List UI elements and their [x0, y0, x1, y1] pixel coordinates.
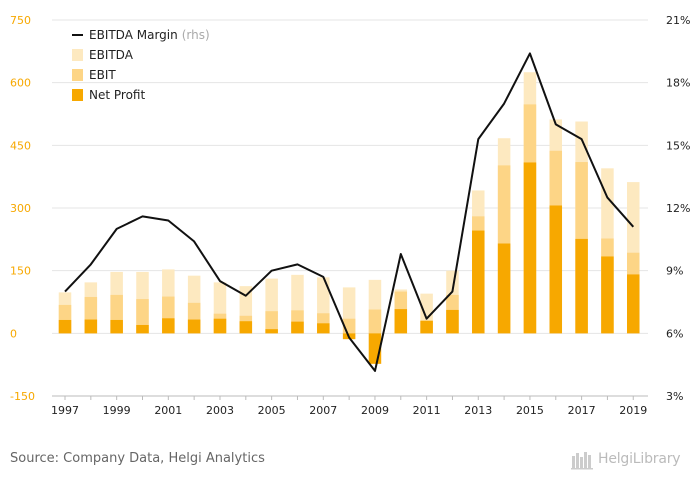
left-axis-tick-label: 150	[10, 265, 31, 278]
brand-logo: HelgiLibrary	[570, 446, 692, 472]
net-profit-bar	[187, 319, 201, 334]
net-profit-bar	[575, 238, 588, 334]
net-profit-bar	[627, 274, 640, 334]
legend-label: EBITDA	[89, 48, 134, 62]
x-axis-tick-label: 2017	[568, 404, 596, 417]
net-profit-bar	[110, 319, 123, 334]
net-profit-bar	[162, 318, 175, 334]
ebit-bar	[136, 299, 149, 334]
left-axis-tick-label: 0	[10, 327, 17, 340]
legend-swatch-ebitda	[72, 49, 83, 61]
x-axis-tick-label: 2015	[516, 404, 544, 417]
net-profit-bar	[317, 323, 330, 334]
brand-name: HelgiLibrary	[598, 451, 681, 467]
x-axis-tick-label: 1997	[51, 404, 79, 417]
ebitda-margin-line-layer	[64, 52, 635, 372]
left-axis-tick-label: 750	[10, 14, 31, 27]
net-profit-bar	[497, 243, 511, 334]
legend-label: EBIT	[89, 68, 116, 82]
x-axis-tick-label: 1999	[103, 404, 131, 417]
right-axis-tick-label: 12%	[666, 202, 690, 215]
axes: -150 0 150 300 450 600 750 3% 6% 9% 12% 15% 18% 21% 19…	[10, 14, 690, 417]
right-axis-tick-label: 15%	[666, 139, 690, 152]
net-profit-bar	[472, 230, 485, 334]
legend-swatch-net-profit	[72, 89, 83, 101]
legend: EBITDA Margin (rhs) EBITDA EBIT Net Profit	[72, 28, 210, 102]
left-axis-tick-label: 600	[10, 77, 31, 90]
net-profit-bar	[549, 205, 563, 334]
legend-swatch-ebit	[72, 69, 83, 81]
legend-label-suffix: (rhs)	[182, 28, 210, 42]
net-profit-bar	[523, 162, 537, 334]
net-profit-bar	[265, 329, 278, 334]
ebit-bar	[368, 309, 382, 334]
x-axis-tick-label: 2013	[464, 404, 492, 417]
net-profit-bar	[136, 324, 149, 334]
ebitda-margin-line	[64, 52, 635, 372]
legend-label: Net Profit	[89, 88, 145, 102]
gridlines	[52, 19, 648, 397]
library-icon	[571, 452, 593, 470]
net-profit-bar	[420, 320, 433, 334]
left-axis-tick-label: 300	[10, 202, 31, 215]
left-axis-tick-label: 450	[10, 139, 31, 152]
net-profit-bar	[394, 309, 408, 334]
left-axis-tick-label: -150	[10, 390, 35, 403]
x-axis-tick-label: 2005	[258, 404, 286, 417]
ebit-bar	[265, 311, 278, 334]
net-profit-bar	[446, 309, 459, 334]
legend-label: EBITDA Margin (rhs)	[89, 28, 210, 42]
x-axis-tick-label: 2007	[309, 404, 337, 417]
x-axis-tick-label: 2003	[206, 404, 234, 417]
x-axis-tick-label: 2019	[619, 404, 647, 417]
net-profit-bar	[58, 319, 72, 334]
right-axis-tick-label: 3%	[666, 390, 683, 403]
x-axis-tick-label: 2009	[361, 404, 389, 417]
x-axis-tick-label: 2011	[413, 404, 441, 417]
net-profit-bar	[291, 321, 304, 334]
net-profit-bar	[601, 256, 614, 334]
right-axis-tick-label: 6%	[666, 327, 683, 340]
net-profit-bar	[239, 321, 253, 334]
right-axis-tick-label: 21%	[666, 14, 690, 27]
right-axis-tick-label: 9%	[666, 265, 683, 278]
right-axis-tick-label: 18%	[666, 77, 690, 90]
x-axis-tick-label: 2001	[154, 404, 182, 417]
source-note: Source: Company Data, Helgi Analytics	[10, 451, 265, 466]
bars	[58, 72, 640, 364]
net-profit-bar	[213, 318, 227, 334]
net-profit-bar	[84, 319, 98, 334]
